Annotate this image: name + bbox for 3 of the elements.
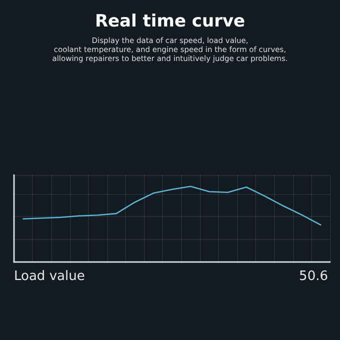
x-axis-title: Load value: [14, 269, 85, 284]
chart-title: Real time curve: [94, 12, 246, 32]
text: 50.6: [299, 269, 328, 284]
